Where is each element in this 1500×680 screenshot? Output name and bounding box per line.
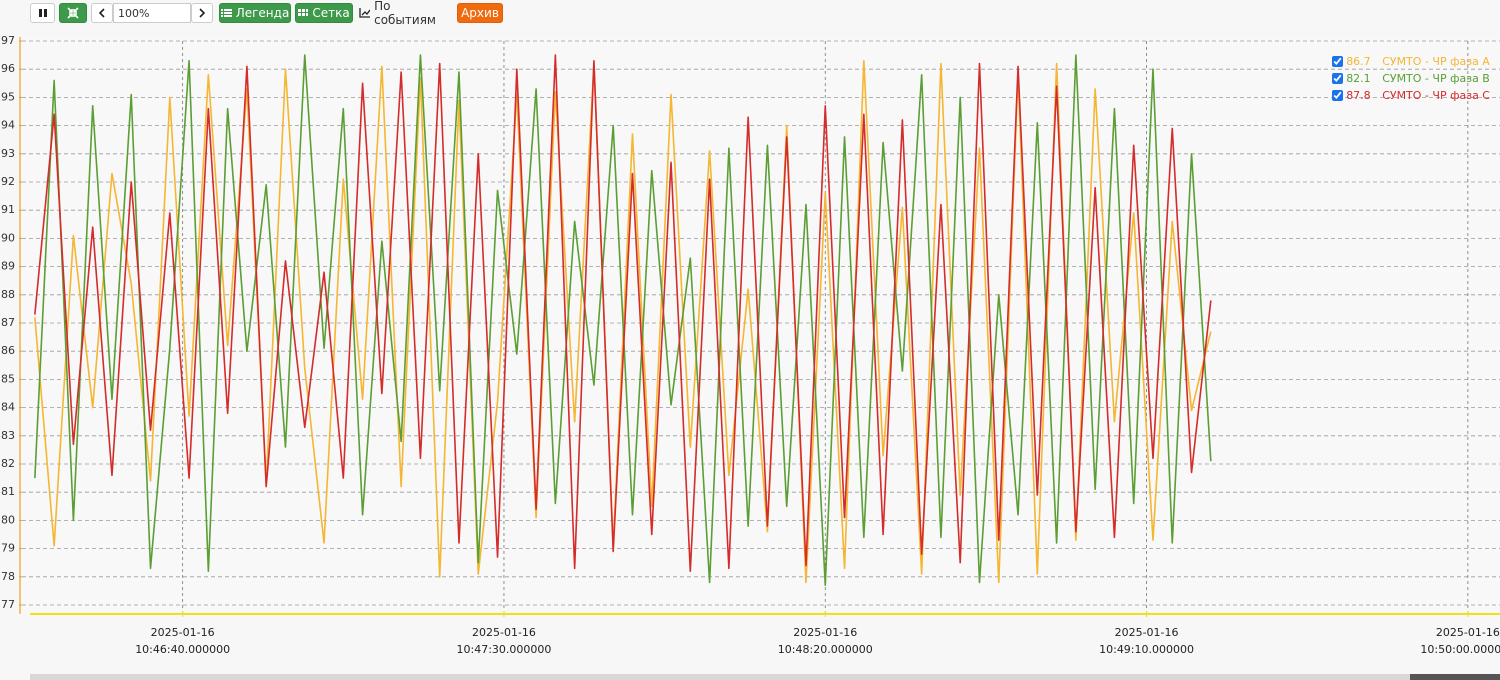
next-button[interactable] [191,3,213,23]
y-tick-label: 94 [1,119,15,132]
y-tick-label: 96 [1,62,15,75]
legend-value: 87.8 [1346,89,1371,102]
legend-value: 86.7 [1346,55,1371,68]
legend-label: СУМТО - ЧР фаза A [1382,55,1490,68]
scrollbar-track[interactable] [30,674,1410,680]
x-tick-label: 2025-01-16 10:49:10.000000 [1099,626,1195,656]
legend-label: СУМТО - ЧР фаза C [1382,89,1490,102]
y-tick-label: 91 [1,203,15,216]
archive-button[interactable]: Архив [457,3,503,23]
button-label: Легенда [235,6,290,20]
chevron-right [199,8,206,18]
fullscreen-button[interactable] [59,3,87,23]
legend-checkbox[interactable] [1332,56,1344,67]
pause-icon [38,9,47,17]
list-icon [220,9,232,17]
x-tick-label: 2025-01-16 10:50:00.000000 [1420,626,1500,656]
x-tick-label: 2025-01-16 10:46:40.000000 [135,626,231,656]
y-tick-label: 86 [1,344,15,357]
y-tick-label: 84 [1,401,15,414]
legend-item: 87.8 СУМТО - ЧР фаза C [1332,87,1490,104]
chart-icon [359,8,371,18]
button-label: Сетка [312,6,350,20]
legend-label: СУМТО - ЧР фаза B [1382,72,1490,85]
y-tick-label: 87 [1,316,15,329]
events-button[interactable]: По событиям [358,0,451,27]
y-tick-label: 82 [1,457,15,470]
fullscreen-icon [67,7,79,19]
legend-button[interactable]: Легенда [219,3,291,23]
y-tick-label: 93 [1,147,15,160]
legend-item: 86.7 СУМТО - ЧР фаза A [1332,53,1490,70]
legend: 86.7 СУМТО - ЧР фаза A 82.1 СУМТО - ЧР фаза… [1332,53,1490,104]
y-tick-label: 80 [1,513,15,526]
y-tick-label: 89 [1,260,15,273]
y-tick-label: 83 [1,429,15,442]
button-label: По событиям [374,0,436,27]
series-line [34,54,1212,587]
y-tick-label: 90 [1,231,15,244]
y-tick-label: 95 [1,90,15,103]
legend-checkbox[interactable] [1332,90,1344,101]
x-tick-label: 2025-01-16 10:47:30.000000 [456,626,552,656]
y-tick-label: 79 [1,542,15,555]
prev-button[interactable] [91,3,113,23]
y-tick-label: 85 [1,372,15,385]
scrollbar-thumb[interactable] [1410,674,1500,680]
button-label: Архив [461,6,499,20]
y-tick-label: 88 [1,288,15,301]
chevron-left [98,8,105,18]
legend-checkbox[interactable] [1332,73,1344,84]
y-tick-label: 97 [1,34,15,47]
legend-item: 82.1 СУМТО - ЧР фаза B [1332,70,1490,87]
y-tick-label: 81 [1,485,15,498]
pause-button[interactable] [30,3,55,23]
y-tick-label: 78 [1,570,15,583]
y-tick-label: 77 [1,598,15,611]
x-tick-label: 2025-01-16 10:48:20.000000 [777,626,873,656]
grid-button[interactable]: Сетка [295,3,353,23]
series-line [34,54,1212,572]
y-tick-label: 92 [1,175,15,188]
legend-value: 82.1 [1346,72,1371,85]
plot-area [22,37,1500,614]
grid-icon [298,9,309,16]
zoom-input[interactable]: 100% [113,3,191,23]
